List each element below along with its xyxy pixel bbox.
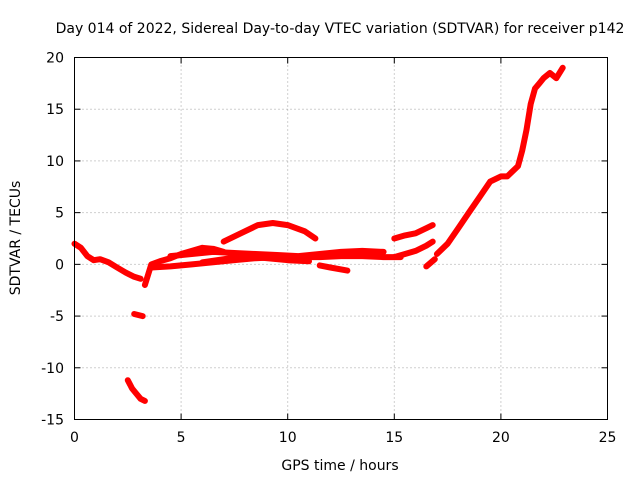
series-arc-12 (131, 311, 146, 320)
y-tick-label: -10 (41, 361, 64, 377)
series-arc-13 (124, 377, 148, 404)
y-tick-label: 0 (55, 257, 64, 273)
y-tick-labels: -15 -10 -5 0 5 10 15 20 (41, 51, 64, 429)
series-arc-5 (199, 253, 312, 266)
x-tick-label: 10 (279, 430, 297, 446)
x-tick-labels: 0 5 10 15 20 25 (70, 430, 616, 446)
x-tick-label: 25 (599, 430, 617, 446)
series-arc-11 (433, 64, 566, 257)
y-axis-label: SDTVAR / TECUs (8, 181, 24, 296)
x-axis-label: GPS time / hours (281, 458, 398, 474)
axis-ticks (74, 57, 608, 420)
y-tick-label: 5 (55, 206, 64, 222)
x-tick-label: 0 (70, 430, 79, 446)
chart-title: Day 014 of 2022, Sidereal Day-to-day VTE… (56, 21, 625, 37)
series-arc-10 (423, 256, 438, 270)
series-group (71, 64, 566, 404)
series-arc-8 (391, 222, 436, 242)
series-arc-9 (391, 238, 436, 261)
series-arc-4 (167, 247, 387, 260)
y-tick-label: -5 (50, 309, 64, 325)
y-tick-label: -15 (41, 413, 64, 429)
plot-frame (74, 57, 608, 420)
x-tick-label: 5 (177, 430, 186, 446)
y-tick-label: 20 (46, 51, 64, 67)
x-tick-label: 20 (492, 430, 510, 446)
x-tick-label: 15 (385, 430, 403, 446)
series-arc-1 (71, 240, 144, 282)
y-tick-label: 10 (46, 154, 64, 170)
y-tick-label: 15 (46, 102, 64, 118)
series-arc-6 (220, 220, 319, 245)
series-arc-7 (316, 262, 351, 274)
